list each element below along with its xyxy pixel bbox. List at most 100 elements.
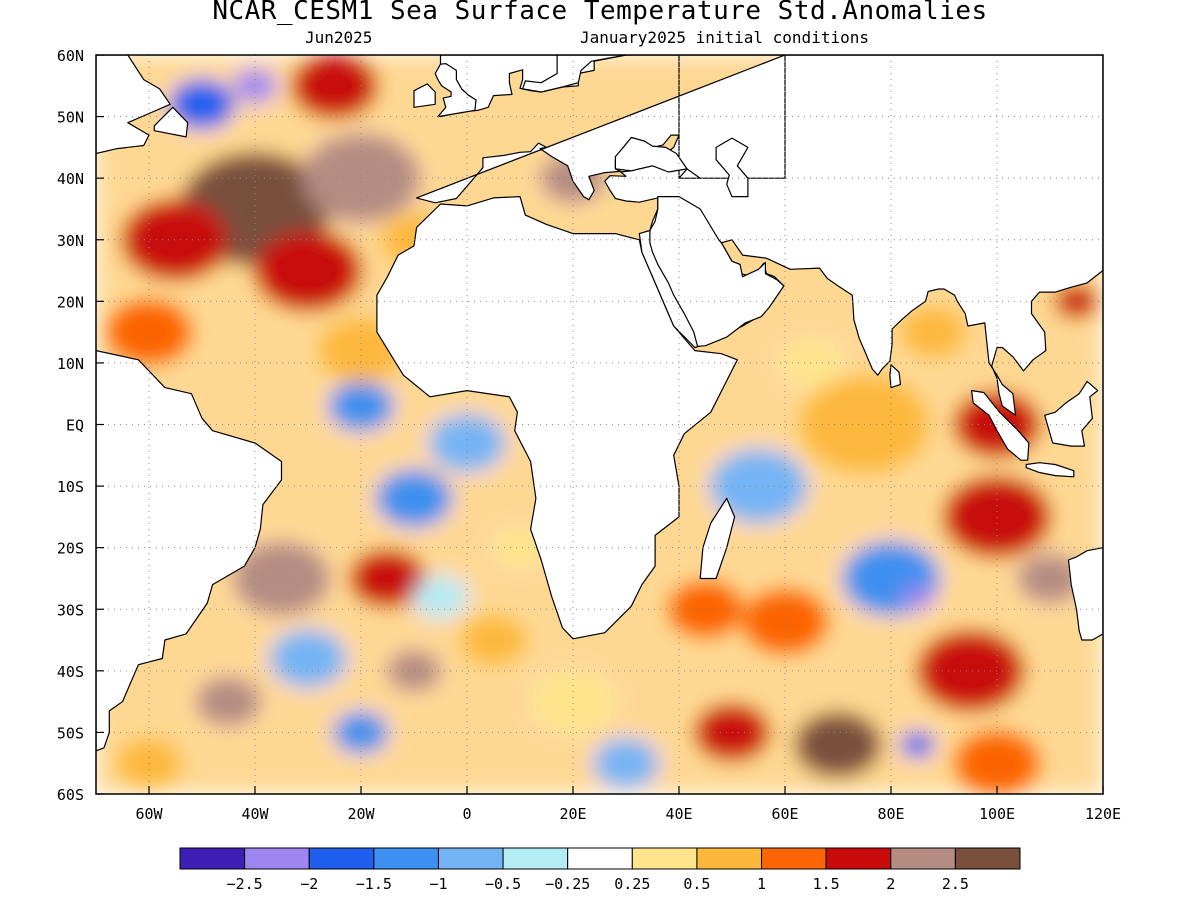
anomaly-blob-28 [944, 477, 1050, 557]
anomaly-blob-41 [901, 308, 966, 356]
land-arabia-india [649, 196, 785, 347]
lon-label: 20E [559, 805, 586, 823]
colorbar-swatch [890, 847, 956, 870]
anomaly-blob-10 [329, 382, 393, 430]
lon-label: 80E [877, 805, 904, 823]
land-borneo [1044, 380, 1099, 447]
colorbar-label: 2 [886, 875, 895, 893]
colorbar-label: −0.25 [545, 875, 590, 893]
anomaly-blob-19 [461, 616, 526, 664]
colorbar: −2.5 −2 −1.5 −1 −0.5 −0.25 0.25 0.5 1 1.5 2 2.5 [179, 847, 1021, 893]
anomaly-blob-24 [901, 585, 934, 609]
colorbar-swatch [373, 847, 439, 870]
land-baltic [522, 55, 627, 93]
lon-label: 60W [135, 805, 163, 823]
anomaly-blob-14 [350, 550, 425, 607]
land-caspian [715, 137, 749, 198]
anomaly-blob-15 [270, 630, 346, 687]
anomaly-blob-29 [1018, 554, 1082, 603]
colorbar-label: 0.5 [683, 875, 710, 893]
lon-label: 20W [347, 805, 375, 823]
colorbar-swatch [696, 847, 763, 870]
anomaly-blob-43 [414, 577, 467, 617]
colorbar-label: −1 [429, 875, 447, 893]
land-madagascar [699, 497, 736, 580]
colorbar-swatch [631, 847, 698, 870]
initial-conditions: January2025 initial conditions [580, 28, 869, 47]
anomaly-blob-17 [196, 677, 261, 726]
lat-label: 30N [57, 232, 84, 250]
anomaly-blob-40 [1055, 285, 1098, 318]
anomaly-blob-35 [954, 731, 1040, 794]
land-newfoundland [153, 106, 189, 138]
anomaly-blob-11 [429, 415, 505, 471]
colorbar-swatch [437, 847, 504, 870]
anomaly-blob-34 [901, 732, 934, 757]
land-north-america [96, 55, 171, 155]
colorbar-swatch [567, 847, 633, 870]
colorbar-label: −2.5 [227, 875, 263, 893]
lat-label: 40S [57, 663, 84, 681]
anomaly-blob-8 [106, 300, 192, 364]
colorbar-swatch [244, 847, 310, 870]
lon-label: 100E [979, 805, 1015, 823]
lat-label: 50N [57, 109, 84, 127]
anomaly-blob-36 [594, 739, 658, 788]
lat-label: 10N [57, 355, 84, 373]
lat-label: 20N [57, 293, 84, 311]
lon-label: 40E [665, 805, 692, 823]
colorbar-swatch [954, 847, 1021, 870]
colorbar-label: 2.5 [942, 875, 969, 893]
colorbar-label: −2 [300, 875, 318, 893]
latitude-labels: 60N 50N 40N 30N 20N 10N EQ 10S 20S 30S 40S 50S 60S [57, 47, 104, 804]
colorbar-swatch [502, 847, 569, 870]
colorbar-label: −1.5 [356, 875, 392, 893]
anomaly-blob-21 [668, 581, 743, 638]
anomaly-blob-7 [292, 55, 377, 118]
colorbar-label: 0.25 [614, 875, 650, 893]
anomaly-blob-22 [742, 589, 828, 654]
longitude-labels: 60W 40W 20W 0 20E 40E 60E 80E 100E 120E [135, 786, 1121, 823]
anomaly-field [96, 55, 1103, 794]
land-iceland [340, 24, 393, 36]
lon-label: 120E [1085, 805, 1121, 823]
lon-label: 0 [462, 805, 471, 823]
colorbar-swatch [179, 847, 246, 870]
land-australia [1067, 547, 1103, 641]
map-title: NCAR_CESM1 Sea Surface Temperature Std.A… [212, 0, 988, 26]
lat-label: 30S [57, 601, 84, 619]
colorbar-swatch [308, 847, 375, 870]
colorbar-swatch [825, 847, 892, 870]
land-sumatra [971, 390, 1030, 461]
colorbar-label: −0.5 [485, 875, 521, 893]
colorbar-label: 1.5 [813, 875, 840, 893]
land-ireland [413, 83, 436, 108]
lon-label: 40W [241, 805, 269, 823]
anomaly-blob-13 [233, 542, 330, 615]
colorbar-swatch [761, 847, 827, 870]
land-south-america [96, 350, 283, 752]
anomaly-blob-25 [710, 450, 807, 522]
anomaly-blob-31 [917, 631, 1024, 711]
land-masses [96, 24, 1103, 752]
lat-label: 40N [57, 170, 84, 188]
lat-label: 50S [57, 724, 84, 742]
anomaly-blob-3 [255, 230, 361, 311]
lat-label: 10S [57, 478, 84, 496]
lat-label: 20S [57, 540, 84, 558]
colorbar-label: 1 [757, 875, 766, 893]
lat-label: 60N [57, 47, 84, 65]
lat-label: EQ [66, 417, 84, 435]
anomaly-blob-27 [779, 339, 844, 387]
anomaly-blob-32 [795, 712, 881, 777]
anomaly-blob-12 [376, 470, 452, 527]
lat-label: 60S [57, 786, 84, 804]
plot-area [96, 24, 1103, 794]
anomaly-blob-20 [530, 669, 616, 734]
land-java [1025, 462, 1075, 478]
forecast-month: Jun2025 [305, 28, 373, 47]
land-gt-britain [434, 63, 477, 118]
land-black-sea [614, 136, 688, 173]
lon-label: 60E [771, 805, 798, 823]
